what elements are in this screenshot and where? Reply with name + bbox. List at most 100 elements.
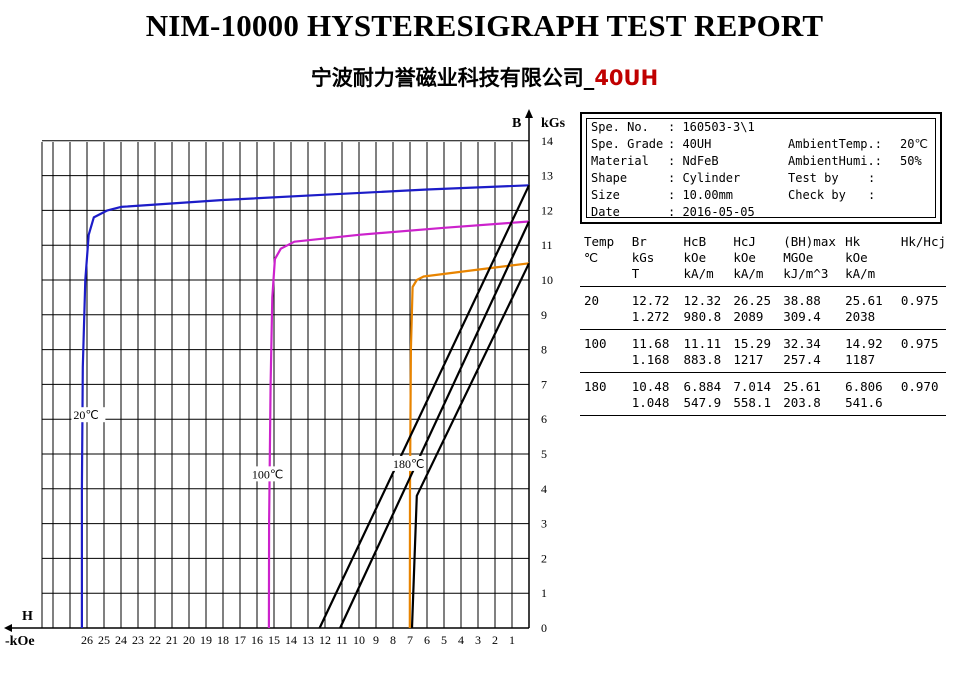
x-tick-label: 18 bbox=[217, 633, 229, 647]
x-tick-label: 9 bbox=[373, 633, 379, 647]
cell-hcj: 15.29 1217 bbox=[729, 330, 779, 373]
header-hcj: HcJ kOe kA/m bbox=[729, 234, 779, 287]
temp-annotation: 20℃ bbox=[73, 408, 98, 422]
x-axis-arrow bbox=[4, 624, 12, 632]
temp-label-background bbox=[391, 455, 425, 471]
cell-bhmax-kjm3: 203.8 bbox=[783, 395, 821, 410]
x-tick-label: 13 bbox=[302, 633, 314, 647]
cell-hk-koe: 25.61 bbox=[845, 293, 883, 308]
header-hk: Hk kOe kA/m bbox=[841, 234, 897, 287]
cell-bhmax: 38.88 309.4 bbox=[779, 287, 841, 330]
cell-bhmax: 32.34 257.4 bbox=[779, 330, 841, 373]
results-row-180: 180 10.48 1.048 6.884 547.9 7.014 558.1 25.… bbox=[580, 372, 946, 416]
cell-hcb-koe: 11.11 bbox=[683, 336, 722, 351]
x-tick-label: 21 bbox=[166, 633, 178, 647]
header-bhmax: (BH)max MGOe kJ/m^3 bbox=[779, 234, 841, 287]
cell-hk-koe: 14.92 bbox=[845, 336, 883, 351]
spe-grade-label: Spe. Grade bbox=[591, 137, 664, 151]
spe-no-label: Spe. No. bbox=[591, 120, 649, 134]
y-axis-arrow bbox=[525, 109, 533, 118]
grade-label: 40UH bbox=[594, 66, 659, 90]
header-hk-hcj: Hk/Hcj bbox=[897, 234, 946, 287]
check-by-label: Check by bbox=[788, 188, 846, 202]
cell-hcb: 11.11 883.8 bbox=[680, 330, 730, 373]
specimen-info-inner bbox=[586, 118, 936, 218]
cell-hk-kam: 541.6 bbox=[845, 395, 883, 410]
y-tick-label: 7 bbox=[541, 377, 547, 391]
spe-no-value: : 160503-3\1 bbox=[668, 120, 755, 134]
header-hk-1: Hk bbox=[845, 234, 861, 249]
x-tick-label: 11 bbox=[336, 633, 348, 647]
size-value: : 10.00mm bbox=[668, 188, 734, 202]
x-tick-label: 15 bbox=[268, 633, 280, 647]
cell-hk: 25.61 2038 bbox=[841, 287, 897, 330]
x-tick-label: 10 bbox=[353, 633, 365, 647]
header-hcj-2: kOe bbox=[733, 250, 756, 265]
x-tick-label: 8 bbox=[390, 633, 396, 647]
cell-hcj-kam: 558.1 bbox=[733, 395, 771, 410]
x-tick-label: 22 bbox=[149, 633, 161, 647]
cell-ratio: 0.975 bbox=[900, 336, 939, 351]
ambient-temp-value: 20℃ bbox=[900, 137, 928, 151]
y-tick-label: 0 bbox=[541, 621, 547, 635]
cell-br: 11.68 1.168 bbox=[628, 330, 680, 373]
x-tick-label: 25 bbox=[98, 633, 110, 647]
y-tick-label: 6 bbox=[541, 412, 547, 426]
x-tick-label: 6 bbox=[424, 633, 430, 647]
header-temp-2: ℃ bbox=[584, 250, 599, 265]
curve-b-h-3 bbox=[318, 184, 530, 629]
y-tick-label: 8 bbox=[541, 343, 547, 357]
cell-hcb: 6.884 547.9 bbox=[680, 373, 730, 416]
cell-br-t: 1.168 bbox=[631, 352, 670, 367]
company-name: 宁波耐力誉磁业科技有限公司_ bbox=[310, 66, 595, 90]
x-tick-label: 1 bbox=[509, 633, 515, 647]
report-title: NIM-10000 HYSTERESIGRAPH TEST REPORT bbox=[145, 8, 824, 43]
y-tick-label: 12 bbox=[541, 203, 553, 217]
cell-bhmax-kjm3: 309.4 bbox=[783, 309, 821, 324]
shape-value: : Cylinder bbox=[668, 171, 741, 185]
x-tick-label: 2 bbox=[492, 633, 498, 647]
header-hcb-2: kOe bbox=[683, 250, 707, 265]
ambient-humi-value: 50% bbox=[900, 154, 922, 168]
results-row-20: 20 12.72 1.272 12.32 980.8 26.25 2089 38.88… bbox=[580, 286, 946, 330]
y-tick-label: 10 bbox=[541, 273, 553, 287]
cell-bhmax: 25.61 203.8 bbox=[779, 373, 841, 416]
header-temp-1: Temp bbox=[584, 234, 615, 249]
y-axis-unit: kGs bbox=[541, 116, 566, 131]
cell-hcb-kam: 980.8 bbox=[683, 309, 722, 324]
results-row-100: 100 11.68 1.168 11.11 883.8 15.29 1217 32.3… bbox=[580, 329, 946, 373]
cell-bhmax-mgoe: 25.61 bbox=[783, 379, 821, 394]
cell-hcb: 12.32 980.8 bbox=[680, 287, 730, 330]
curve-j-h-2 bbox=[408, 262, 530, 629]
curve-b-h-5 bbox=[410, 262, 530, 629]
y-tick-label: 14 bbox=[541, 134, 553, 148]
cell-hcb-koe: 6.884 bbox=[683, 379, 722, 394]
x-tick-label: 20 bbox=[183, 633, 195, 647]
header-br-1: Br bbox=[631, 234, 647, 249]
cell-br-kgs: 12.72 bbox=[631, 293, 670, 308]
x-tick-label: 7 bbox=[407, 633, 413, 647]
curve-j-h-0 bbox=[80, 184, 530, 628]
x-tick-label: 5 bbox=[441, 633, 447, 647]
y-tick-label: 5 bbox=[541, 447, 547, 461]
cell-hcj-kam: 1217 bbox=[733, 352, 764, 367]
results-header-row: Temp ℃ Br kGs T HcB kOe kA/m HcJ kOe kA/m (BH)m… bbox=[580, 234, 946, 287]
hysteresis-chart: 0123456789101112131412345678910111213141… bbox=[4, 109, 566, 649]
y-tick-label: 11 bbox=[541, 238, 553, 252]
cell-hcj: 26.25 2089 bbox=[729, 287, 779, 330]
material-label: Material bbox=[591, 154, 649, 168]
header-hcb: HcB kOe kA/m bbox=[680, 234, 730, 287]
cell-hk-koe: 6.806 bbox=[845, 379, 883, 394]
x-tick-label: 3 bbox=[475, 633, 481, 647]
test-by-label: Test by bbox=[788, 171, 839, 185]
cell-br-kgs: 11.68 bbox=[631, 336, 670, 351]
x-tick-label: 4 bbox=[458, 633, 464, 647]
test-by-value: : bbox=[868, 171, 876, 185]
cell-hcj-kam: 2089 bbox=[733, 309, 764, 324]
date-value: : 2016-05-05 bbox=[668, 205, 755, 219]
cell-hcj: 7.014 558.1 bbox=[729, 373, 779, 416]
x-tick-label: 14 bbox=[285, 633, 297, 647]
y-tick-label: 4 bbox=[541, 482, 547, 496]
header-hk-2: kOe bbox=[845, 250, 868, 265]
ambient-humi-label: AmbientHumi.: bbox=[788, 154, 882, 168]
